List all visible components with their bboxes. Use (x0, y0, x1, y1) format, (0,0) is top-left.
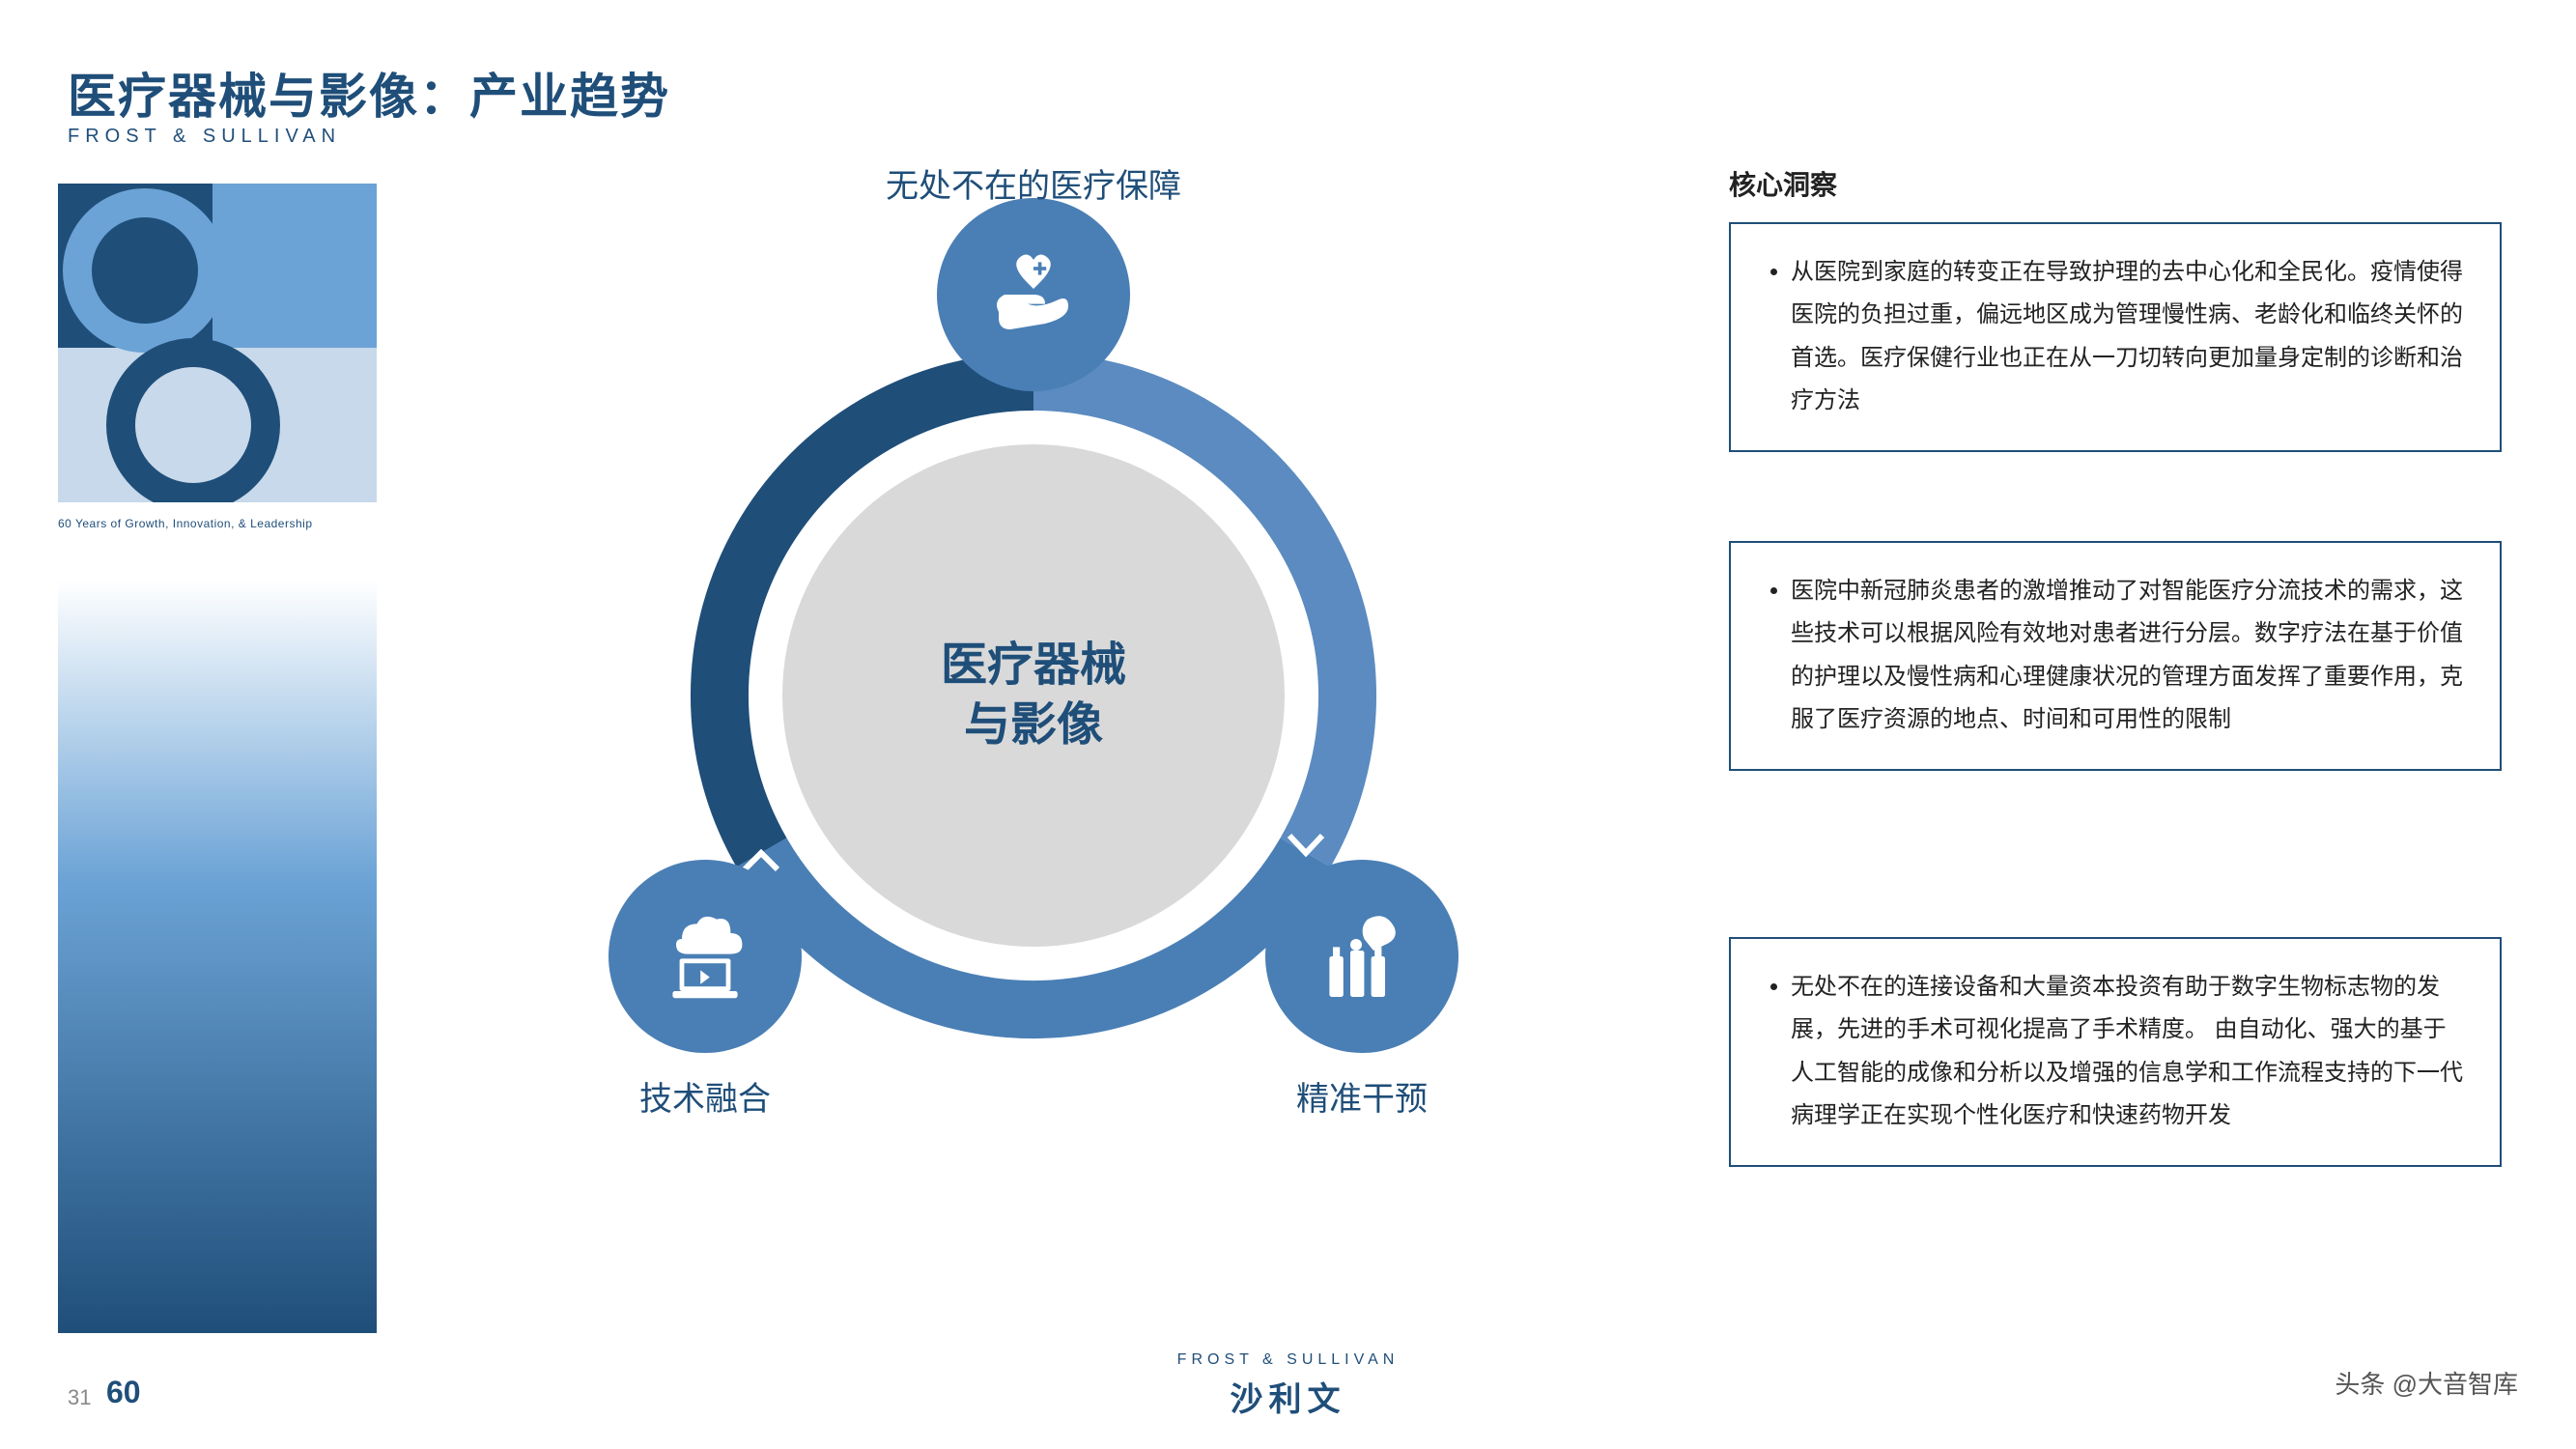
page-number: 31 (68, 1385, 91, 1410)
footer-logo: FROST & SULLIVAN 沙利文 (1177, 1351, 1400, 1420)
surgery-tools-icon (1304, 898, 1420, 1014)
center-text: 医疗器械 与影像 (941, 636, 1126, 756)
footer-brand-cn: 沙利文 (1177, 1373, 1400, 1420)
slide-title: 医疗器械与影像：产业趋势 (68, 58, 670, 128)
watermark: 头条 @大音智库 (2335, 1365, 2518, 1401)
cycle-diagram: 医疗器械 与影像 无处不在的医疗保障 技 (502, 164, 1565, 1227)
left-decoration: 60 Years of Growth, Innovation, & Leader… (58, 184, 377, 530)
diagram-center: 医疗器械 与影像 (782, 444, 1285, 947)
label-bottom-left: 技术融合 (560, 1072, 850, 1120)
sixty-logo-graphic (58, 184, 377, 502)
label-bottom-right: 精准干预 (1217, 1072, 1507, 1120)
insight-text-2: 医院中新冠肺炎患者的激增推动了对智能医疗分流技术的需求，这些技术可以根据风险有效… (1791, 570, 2469, 742)
insight-box-3: 无处不在的连接设备和大量资本投资有助于数字生物标志物的发展，先进的手术可视化提高… (1729, 937, 2502, 1167)
insights-heading: 核心洞察 (1729, 164, 1837, 203)
insight-box-1: 从医院到家庭的转变正在导致护理的去中心化和全民化。疫情使得医院的负担过重，偏远地… (1729, 222, 2502, 452)
label-top: 无处不在的医疗保障 (860, 159, 1207, 207)
insight-text-1: 从医院到家庭的转变正在导致护理的去中心化和全民化。疫情使得医院的负担过重，偏远地… (1791, 251, 2469, 423)
insight-text-3: 无处不在的连接设备和大量资本投资有助于数字生物标志物的发展，先进的手术可视化提高… (1791, 966, 2469, 1138)
center-line2: 与影像 (941, 696, 1126, 755)
node-bottom-right (1265, 860, 1458, 1053)
footer: 31 60 FROST & SULLIVAN 沙利文 头条 @大音智库 (0, 1362, 2576, 1420)
deco-tagline: 60 Years of Growth, Innovation, & Leader… (58, 517, 377, 530)
insight-box-2: 医院中新冠肺炎患者的激增推动了对智能医疗分流技术的需求，这些技术可以根据风险有效… (1729, 541, 2502, 771)
cloud-laptop-icon (647, 898, 763, 1014)
side-gradient-bar (58, 580, 377, 1333)
footer-small-logo: 60 (106, 1375, 141, 1410)
center-line1: 医疗器械 (941, 636, 1126, 696)
node-bottom-left (609, 860, 802, 1053)
node-top (937, 198, 1130, 391)
healthcare-hand-icon (976, 237, 1091, 353)
brand-subtitle: FROST & SULLIVAN (68, 126, 341, 148)
footer-brand-en: FROST & SULLIVAN (1177, 1351, 1400, 1369)
